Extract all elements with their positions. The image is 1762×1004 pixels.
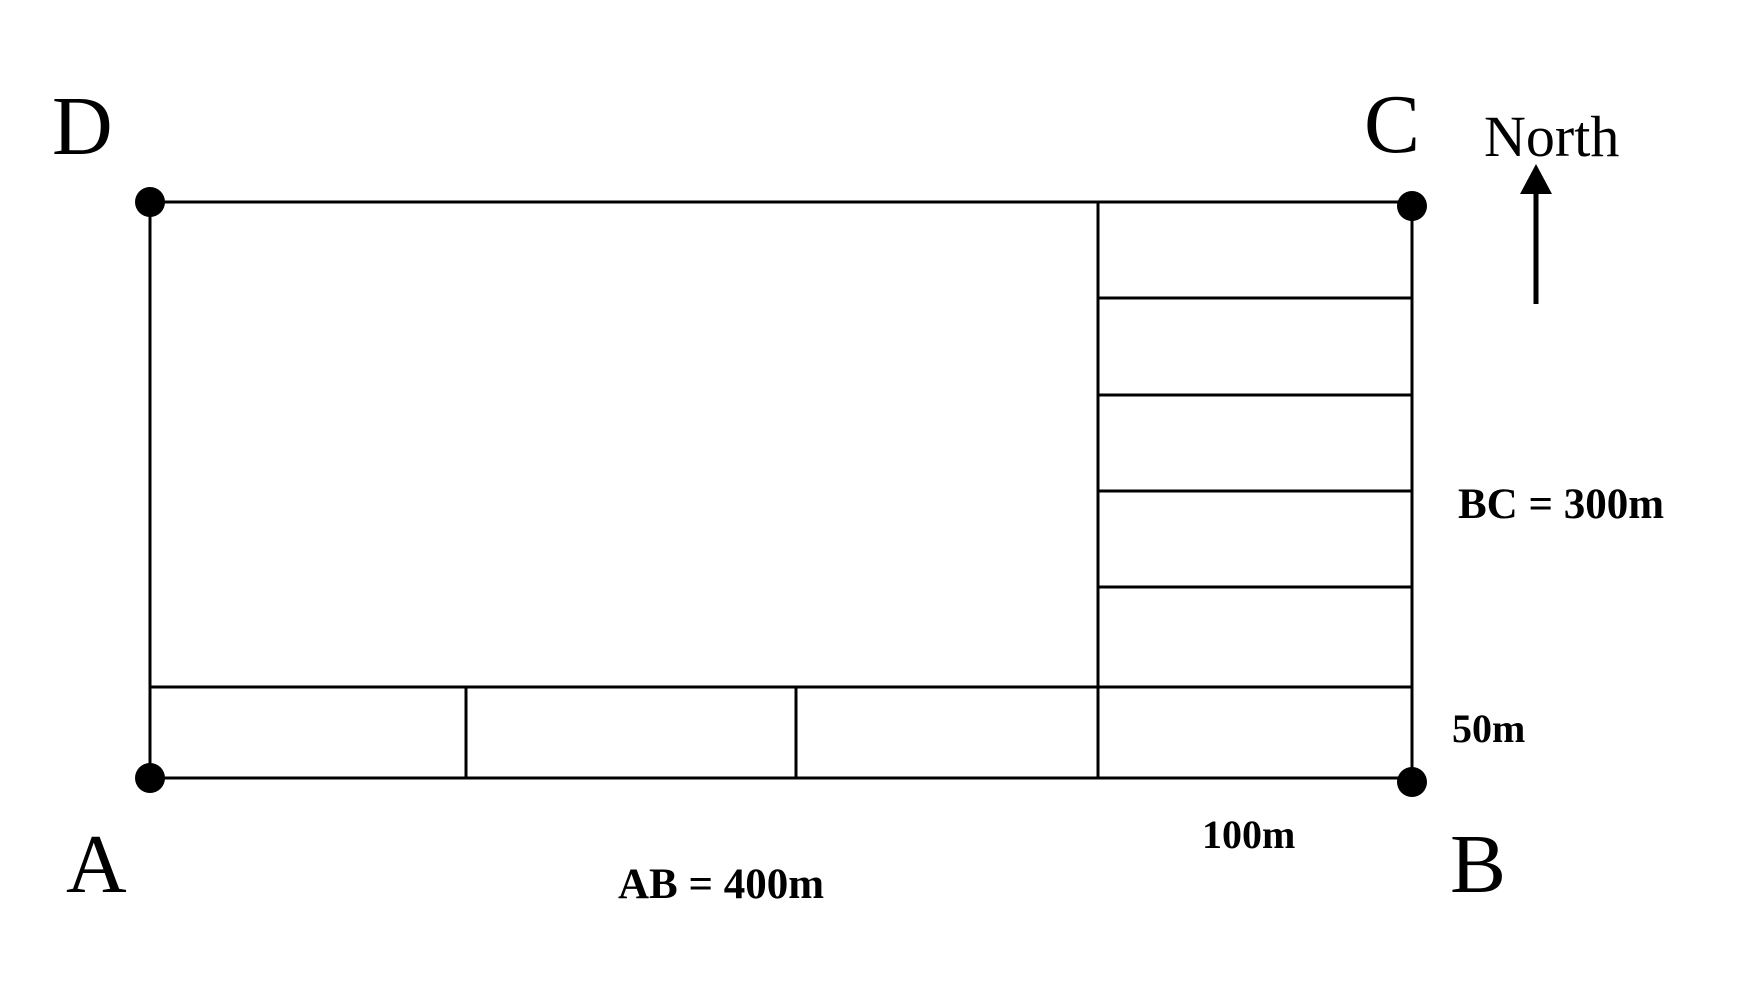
north-arrow-icon [1520,164,1552,304]
vertex-label-d: D [52,80,113,173]
vertex-label-a: A [66,818,127,911]
dimension-label-strip-height: 50m [1452,706,1525,751]
corner-dot-d [135,187,165,217]
corner-points [135,187,1427,797]
corner-dot-a [135,763,165,793]
north-label: North [1484,104,1619,169]
dimension-label-bc: BC = 300m [1458,481,1664,528]
plot-subdivisions [150,202,1412,778]
corner-dot-c [1397,191,1427,221]
vertex-label-c: C [1364,78,1420,171]
dimension-label-strip-width: 100m [1202,812,1295,857]
vertex-label-b: B [1450,818,1506,911]
corner-dot-b [1397,767,1427,797]
dimension-label-ab: AB = 400m [618,861,824,908]
